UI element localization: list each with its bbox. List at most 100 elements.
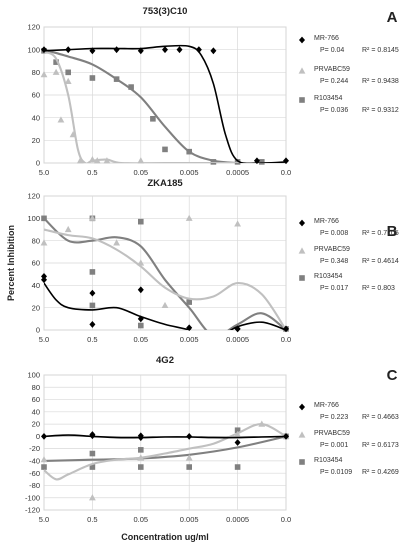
data-point <box>40 239 48 246</box>
legend-item: MR-766 P= 0.008 R² = 0.7705 <box>299 218 399 237</box>
data-point <box>41 215 47 222</box>
data-point <box>283 432 289 440</box>
data-point <box>89 47 96 55</box>
x-tick-label: 0.0 <box>281 515 291 524</box>
data-point <box>176 46 183 54</box>
y-axis-label: Percent Inhibition <box>6 225 16 301</box>
y-tick-label: 60 <box>32 259 40 268</box>
data-point <box>162 46 168 54</box>
trend-curve <box>44 217 286 330</box>
data-point <box>234 439 241 446</box>
data-point <box>138 322 144 329</box>
legend-r-squared: R² = 0.4269 <box>362 469 399 476</box>
data-point <box>137 454 145 461</box>
x-tick-label: 0.005 <box>180 168 199 177</box>
data-point <box>186 299 192 305</box>
data-point <box>137 259 145 266</box>
data-point <box>103 157 111 164</box>
legend-series-name: R103454 <box>314 95 343 102</box>
x-tick-label: 0.05 <box>133 335 148 344</box>
data-point <box>137 315 144 323</box>
x-tick-label: 0.0 <box>281 335 291 344</box>
legend-p-value: P= 0.0109 <box>320 469 352 476</box>
panel-letter: A <box>387 9 398 26</box>
y-tick-label: 40 <box>32 281 40 290</box>
data-point <box>138 218 144 225</box>
x-tick-label: 0.0005 <box>226 335 249 344</box>
series-r103454 <box>41 215 289 332</box>
legend-series-name: MR-766 <box>314 35 339 42</box>
y-tick-label: -120 <box>25 506 40 515</box>
x-tick-label: 0.0 <box>281 168 291 177</box>
trend-curve <box>44 434 286 439</box>
legend-r-squared: R² = 0.4614 <box>362 258 399 265</box>
data-point <box>185 454 193 461</box>
legend-item: PRVABC59 P= 0.001 R² = 0.6173 <box>298 430 399 449</box>
data-point <box>162 146 168 153</box>
legend: MR-766 P= 0.008 R² = 0.7705 PRVABC59 P= 0.34… <box>298 218 399 292</box>
y-tick-label: 120 <box>27 23 40 32</box>
data-point <box>186 148 192 155</box>
data-point <box>137 47 144 55</box>
legend-marker-icon <box>299 459 305 465</box>
data-point <box>41 432 47 440</box>
data-point <box>195 46 202 54</box>
legend-series-name: R103454 <box>314 273 343 280</box>
legend-p-value: P= 0.223 <box>320 414 348 421</box>
data-point <box>186 324 193 332</box>
legend-marker-icon <box>298 247 306 254</box>
panel-title: 4G2 <box>156 355 174 366</box>
data-point <box>128 84 134 90</box>
x-tick-label: 0.5 <box>87 335 97 344</box>
y-tick-label: 0 <box>36 326 40 335</box>
legend-marker-icon <box>299 275 305 281</box>
data-point <box>57 116 65 123</box>
data-point <box>186 464 192 470</box>
x-tick-label: 0.005 <box>180 515 199 524</box>
y-tick-label: 40 <box>32 407 40 416</box>
data-point <box>234 427 241 434</box>
data-point <box>64 225 72 233</box>
trend-curve <box>44 44 286 163</box>
data-point <box>234 430 241 438</box>
data-point <box>234 464 241 470</box>
y-tick-label: 0 <box>36 432 40 441</box>
y-tick-label: 20 <box>32 303 40 312</box>
panel-letter: B <box>387 223 398 240</box>
data-point <box>65 69 71 76</box>
data-point <box>41 464 47 470</box>
x-tick-label: 5.0 <box>39 168 49 177</box>
data-point <box>89 75 96 81</box>
trend-curve <box>44 282 286 330</box>
series-mr-766 <box>41 273 289 333</box>
data-point <box>89 431 96 438</box>
legend-item: R103454 P= 0.017 R² = 0.803 <box>299 273 395 292</box>
panel-b: ZKA185 B 0 20 40 60 80 100 120 5.0 0.5 0.05 0.005 0.0… <box>6 178 399 344</box>
panel-c: 4G2 C -120 -100 -80 -60 -40 -20 0 20 40 60 80 100 5.0 0… <box>25 355 399 542</box>
legend-item: R103454 P= 0.036 R² = 0.9312 <box>299 95 399 114</box>
legend-p-value: P= 0.001 <box>320 442 348 449</box>
series-prvabc59 <box>40 214 286 330</box>
data-point <box>41 46 47 54</box>
data-point <box>69 131 77 138</box>
x-tick-label: 0.0005 <box>226 168 249 177</box>
trend-curve <box>44 228 286 330</box>
y-tick-label: 60 <box>32 395 40 404</box>
y-tick-label: 0 <box>36 159 40 168</box>
data-point <box>186 432 193 440</box>
legend-marker-icon <box>299 403 305 411</box>
x-tick-label: 0.5 <box>87 515 97 524</box>
data-point <box>76 157 84 164</box>
panel-title: 753(3)C10 <box>143 6 188 17</box>
y-tick-label: 120 <box>27 192 40 201</box>
data-point <box>210 159 217 165</box>
data-point <box>89 494 96 501</box>
data-point <box>258 420 266 427</box>
legend-p-value: P= 0.04 <box>320 47 344 54</box>
legend-r-squared: R² = 0.7705 <box>362 230 399 237</box>
x-axis-label: Concentration ug/ml <box>121 532 209 542</box>
y-tick-label: 20 <box>32 136 40 145</box>
series-mr-766 <box>41 44 289 165</box>
series-prvabc59 <box>40 50 286 164</box>
legend-item: MR-766 P= 0.223 R² = 0.4663 <box>299 402 399 421</box>
